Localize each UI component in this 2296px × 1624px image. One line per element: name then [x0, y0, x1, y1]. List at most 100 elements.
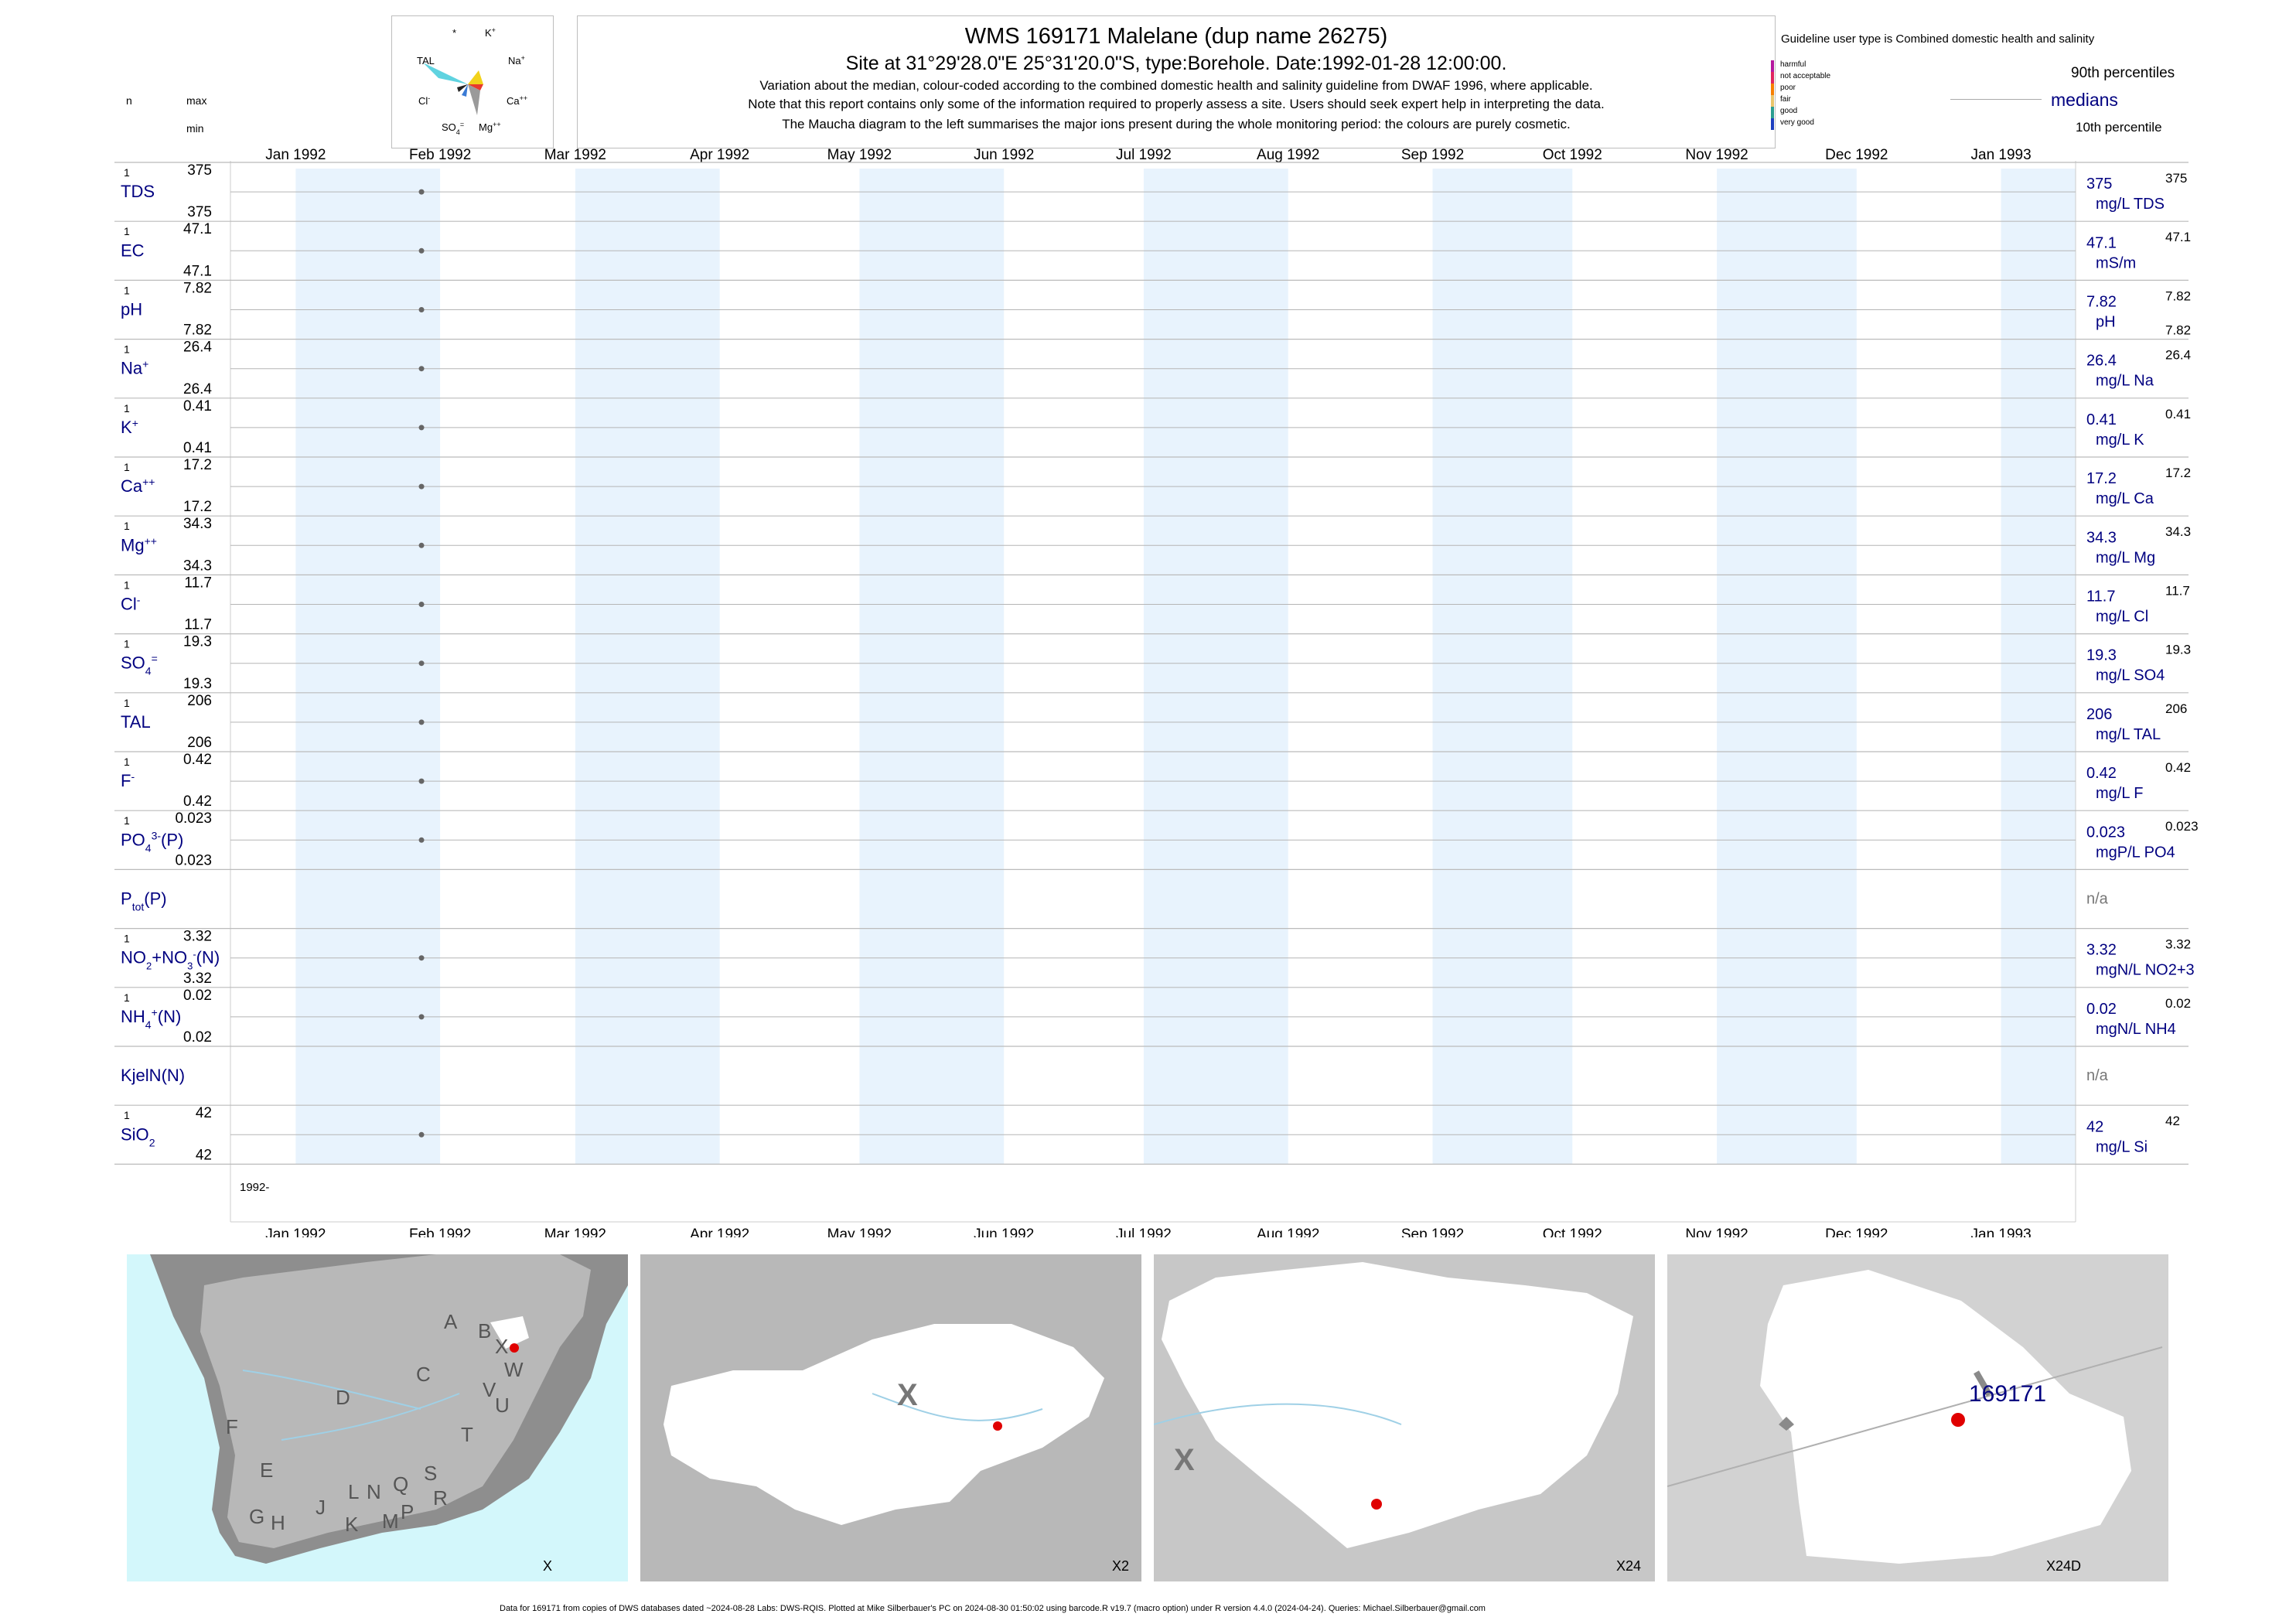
row-min: 0.42 — [183, 793, 212, 810]
row-p90-value: 375 — [2165, 171, 2187, 186]
row-unit-label: mg/L SO4 — [2096, 667, 2165, 684]
map-panel-x2: X X2 — [640, 1254, 1141, 1581]
map-x24-river — [1154, 1403, 1402, 1425]
row-p90-value: 26.4 — [2165, 348, 2191, 363]
header-note-3: The Maucha diagram to the left summarise… — [782, 117, 1571, 131]
row-n: 1 — [124, 638, 130, 650]
row-unit-label: mg/L Cl — [2096, 609, 2148, 626]
row-max: 47.1 — [183, 221, 212, 237]
row-n: 1 — [124, 402, 130, 415]
legend-p90-label: 90th percentiles — [2071, 65, 2175, 81]
row-median-value: 0.42 — [2086, 765, 2117, 782]
map-x-region-label: S — [424, 1462, 438, 1485]
header-note-2: Note that this report contains only some… — [748, 97, 1605, 111]
row-min: 19.3 — [183, 676, 212, 692]
row-parameter-label: SiO2 — [121, 1124, 155, 1148]
row-min: 375 — [187, 204, 212, 220]
row-median-value: 375 — [2086, 176, 2112, 193]
legend-class-swatch — [1771, 107, 1774, 118]
map-x-region-label: H — [271, 1511, 285, 1534]
row-unit-label: mg/L Ca — [2096, 490, 2154, 507]
row-max: 19.3 — [183, 634, 212, 650]
legend-class-swatch — [1771, 84, 1774, 95]
row-min: 42 — [196, 1147, 212, 1163]
map-x-region-label: J — [316, 1496, 326, 1519]
row-unit-label: mg/L Si — [2096, 1138, 2148, 1155]
row-p90-value: 3.32 — [2165, 937, 2191, 952]
row-n: 1 — [124, 461, 130, 473]
row-max: 11.7 — [184, 575, 212, 591]
month-band — [1432, 169, 1573, 1165]
map-x-region-label: K — [345, 1513, 359, 1536]
row-n: 1 — [124, 284, 130, 296]
data-point — [418, 1014, 425, 1020]
map-x-label: X — [543, 1558, 553, 1574]
row-min: 3.32 — [183, 971, 212, 987]
row-n: 1 — [124, 756, 130, 768]
x-tick-label-bottom: Apr 1992 — [690, 1227, 749, 1237]
row-max: 375 — [187, 162, 212, 179]
data-point — [418, 366, 425, 372]
map-x24d-feature — [1974, 1370, 1992, 1397]
x-tick-label-top: Jul 1992 — [1116, 147, 1172, 163]
legend-median-line — [1950, 99, 2042, 100]
x-tick-label-bottom: Aug 1992 — [1257, 1227, 1319, 1237]
row-max: 3.32 — [183, 929, 212, 945]
x-tick-label-top: Jan 1992 — [265, 147, 326, 163]
map-x24d-feature — [1779, 1417, 1794, 1431]
data-point — [418, 307, 425, 312]
row-median-value: 19.3 — [2086, 647, 2117, 664]
x-tick-label-top: Mar 1992 — [544, 147, 606, 163]
map-x2-catchment — [664, 1324, 1104, 1525]
x-tick-label-top: Nov 1992 — [1685, 147, 1748, 163]
row-max: 0.023 — [175, 810, 212, 827]
maucha-label-cl: Cl- — [418, 94, 430, 107]
x-tick-label-top: Jan 1993 — [1971, 147, 2032, 163]
x-tick-label-top: Feb 1992 — [409, 147, 471, 163]
row-unit-label: mg/L Mg — [2096, 549, 2155, 566]
map-x-river — [281, 1393, 460, 1441]
data-point — [418, 955, 425, 961]
row-unit-label: mgN/L NO2+3 — [2096, 962, 2195, 979]
maucha-ca-segment — [468, 84, 483, 90]
row-parameter-label: NO2+NO3-(N) — [121, 948, 220, 972]
data-point — [418, 247, 425, 254]
row-p90-value: 19.3 — [2165, 643, 2191, 657]
data-point — [418, 542, 425, 548]
row-n: 1 — [124, 520, 130, 532]
row-median-value: 34.3 — [2086, 529, 2117, 546]
legend-guideline-title: Guideline user type is Combined domestic… — [1781, 32, 2095, 46]
maucha-label-na: Na+ — [508, 54, 525, 67]
row-unit-label: mg/L K — [2096, 432, 2144, 449]
row-unit-label: mgN/L NH4 — [2096, 1021, 2176, 1038]
map-x24d-catchment — [1760, 1270, 2131, 1564]
x-tick-label-top: Sep 1992 — [1401, 147, 1464, 163]
legend-class-swatch — [1771, 95, 1774, 107]
map-x-region-label: A — [444, 1310, 458, 1333]
row-median-value: 42 — [2086, 1118, 2103, 1135]
row-parameter-label: PO43-(P) — [121, 829, 183, 854]
x-tick-label-bottom: Oct 1992 — [1543, 1227, 1602, 1237]
col-header-max: max — [186, 94, 207, 107]
map-x24d-label: X24D — [2046, 1558, 2082, 1574]
row-n: 1 — [124, 697, 130, 709]
map-x24-catchment — [1162, 1262, 1633, 1548]
row-n: 1 — [124, 814, 130, 827]
x-tick-label-top: Oct 1992 — [1543, 147, 1602, 163]
legend-class-label: not acceptable — [1780, 72, 1831, 80]
x-tick-label-bottom: Dec 1992 — [1825, 1227, 1888, 1237]
row-min: 0.023 — [175, 852, 212, 868]
map-x2-marker: X — [897, 1378, 918, 1412]
map-x-region-label: D — [336, 1386, 350, 1409]
x-tick-label-bottom: Jun 1992 — [974, 1227, 1034, 1237]
maucha-tal-segment — [423, 63, 468, 84]
map-x-region-label: V — [483, 1378, 496, 1401]
row-parameter-label: Na+ — [121, 358, 148, 378]
data-point — [418, 719, 425, 725]
maucha-label-tal: TAL — [417, 55, 435, 67]
row-max: 0.02 — [183, 988, 212, 1004]
legend-class-label: fair — [1780, 95, 1791, 104]
row-min: 206 — [187, 735, 212, 751]
row-min: 17.2 — [183, 499, 212, 515]
legend-p10-label: 10th percentile — [2076, 120, 2162, 135]
